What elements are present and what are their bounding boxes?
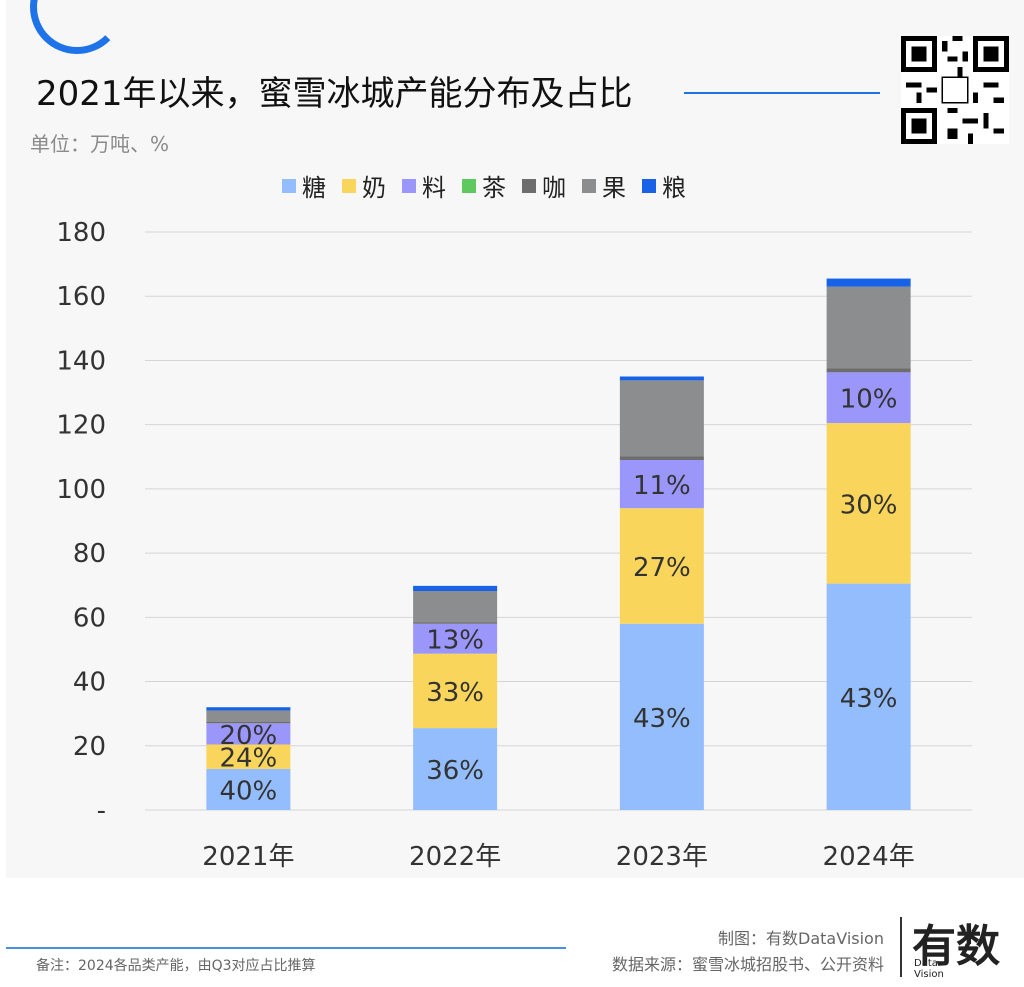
y-tick-label: 80 bbox=[73, 539, 106, 569]
bar-value-label: 24% bbox=[219, 744, 277, 774]
footnote: 备注：2024各品类产能，由Q3对应占比推算 bbox=[36, 958, 316, 974]
x-tick-label: 2023年 bbox=[616, 842, 708, 872]
bar-value-label: 27% bbox=[633, 553, 691, 583]
title-rule bbox=[684, 92, 880, 94]
bar-value-label: 13% bbox=[426, 626, 484, 656]
bar-value-label: 36% bbox=[426, 756, 484, 786]
legend-label: 料 bbox=[422, 174, 446, 202]
bar-segment bbox=[826, 278, 911, 287]
bar-value-label: 20% bbox=[219, 721, 277, 751]
y-tick-label: 120 bbox=[56, 411, 106, 441]
stacked-bar-chart: - 20 40 60 80 100 120 140 160 180 40%24%20% 2021年 36… bbox=[56, 218, 972, 872]
bar-value-label: 10% bbox=[840, 385, 898, 415]
bar-segment bbox=[619, 459, 704, 509]
bar-segment bbox=[206, 768, 291, 810]
bar-segment bbox=[826, 368, 911, 373]
legend-item: 料 bbox=[402, 168, 446, 203]
bar-segment bbox=[413, 623, 498, 654]
bar-segment bbox=[413, 591, 498, 623]
logo-sub-line: Data bbox=[914, 958, 938, 969]
chart-legend: 糖 奶 料 茶 咖 果 粮 bbox=[282, 168, 686, 203]
legend-label: 咖 bbox=[542, 174, 566, 202]
bar-segment bbox=[206, 744, 291, 769]
bar-segment bbox=[619, 380, 704, 457]
bar-segment bbox=[206, 710, 291, 723]
legend-item: 茶 bbox=[462, 168, 506, 203]
credit-source: 数据来源：蜜雪冰城招股书、公开资料 bbox=[611, 955, 884, 974]
credit-maker: 制图：有数DataVision bbox=[718, 929, 884, 948]
y-tick-label: 100 bbox=[56, 475, 106, 505]
brand-logo: 有数 bbox=[912, 921, 1000, 972]
legend-label: 果 bbox=[602, 174, 626, 202]
legend-swatch bbox=[462, 178, 476, 193]
brand-logo-sub: Data Vision bbox=[914, 958, 944, 980]
bar-value-label: 40% bbox=[219, 776, 277, 806]
footer-rule bbox=[6, 947, 566, 949]
qr-code-icon bbox=[901, 36, 1009, 144]
legend-swatch bbox=[642, 178, 656, 193]
bar-segment bbox=[206, 707, 291, 711]
y-tick-label: 20 bbox=[73, 732, 106, 762]
y-tick-label: 140 bbox=[56, 346, 106, 376]
bar-segment bbox=[619, 456, 704, 460]
legend-item: 糖 bbox=[282, 168, 326, 203]
legend-swatch bbox=[282, 178, 296, 193]
bar-value-label: 33% bbox=[426, 678, 484, 708]
legend-swatch bbox=[402, 178, 416, 193]
bar-value-label: 43% bbox=[633, 704, 691, 734]
y-tick-label: 180 bbox=[56, 218, 106, 248]
x-tick-label: 2022年 bbox=[409, 842, 501, 872]
chart-title: 2021年以来，蜜雪冰城产能分布及占比 bbox=[36, 74, 633, 114]
bar-segment bbox=[206, 723, 291, 745]
logo-sub-line: Vision bbox=[914, 969, 944, 980]
bar-value-label: 43% bbox=[840, 684, 898, 714]
unit-label: 单位：万吨、% bbox=[30, 132, 170, 156]
bar-segment bbox=[413, 622, 498, 624]
decorative-arc bbox=[30, 0, 124, 54]
bar-segment bbox=[413, 585, 498, 592]
legend-swatch bbox=[522, 178, 536, 193]
bar-segment bbox=[206, 722, 291, 724]
bar-segment bbox=[826, 372, 911, 424]
bar-segment bbox=[826, 286, 911, 369]
legend-label: 糖 bbox=[302, 174, 326, 202]
bar-value-label: 30% bbox=[840, 490, 898, 520]
legend-swatch bbox=[582, 178, 596, 193]
y-tick-label: 60 bbox=[73, 603, 106, 633]
legend-item: 咖 bbox=[522, 168, 566, 203]
y-tick-label: - bbox=[97, 796, 106, 826]
bar-segment bbox=[413, 653, 498, 729]
x-tick-label: 2021年 bbox=[202, 842, 294, 872]
bar-segment bbox=[619, 623, 704, 810]
legend-item: 果 bbox=[582, 168, 626, 203]
legend-label: 奶 bbox=[362, 174, 386, 202]
y-tick-label: 40 bbox=[73, 668, 106, 698]
legend-swatch bbox=[342, 178, 356, 193]
legend-item: 奶 bbox=[342, 168, 386, 203]
legend-item: 粮 bbox=[642, 168, 686, 203]
bar-segment bbox=[826, 583, 911, 810]
legend-label: 粮 bbox=[662, 174, 686, 202]
logo-divider bbox=[900, 917, 902, 977]
bar-segment bbox=[413, 728, 498, 810]
bar-segment bbox=[619, 376, 704, 381]
legend-label: 茶 bbox=[482, 174, 506, 202]
x-tick-label: 2024年 bbox=[823, 842, 915, 872]
bar-value-label: 11% bbox=[633, 471, 691, 501]
credits: 制图：有数DataVision 数据来源：蜜雪冰城招股书、公开资料 bbox=[612, 926, 884, 978]
bar-segment bbox=[826, 423, 911, 584]
y-tick-label: 160 bbox=[56, 282, 106, 312]
bar-segment bbox=[619, 508, 704, 624]
